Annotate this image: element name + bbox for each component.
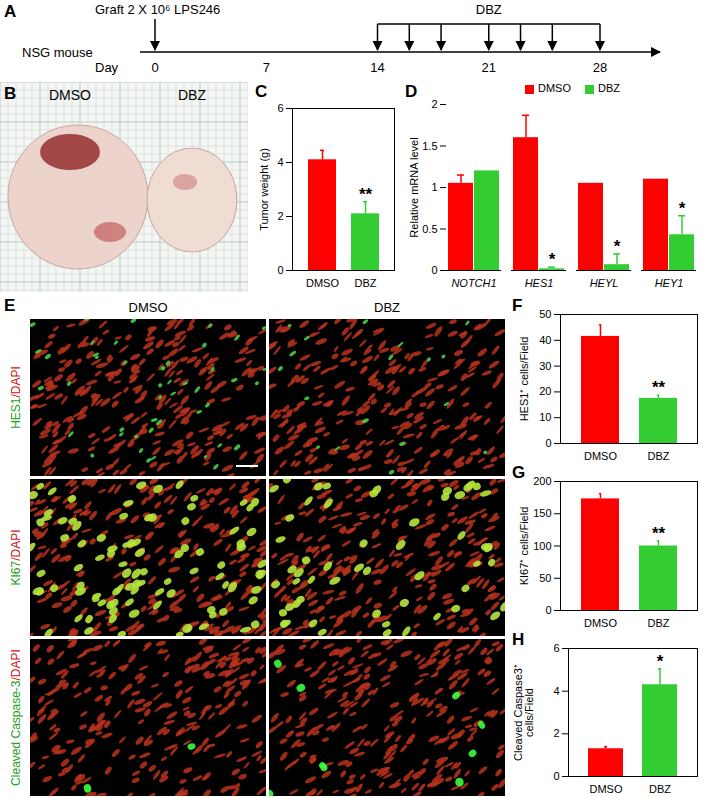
svg-text:DMSO: DMSO xyxy=(306,277,339,289)
svg-text:0: 0 xyxy=(431,264,437,276)
svg-text:4: 4 xyxy=(277,156,283,168)
svg-text:DBZ: DBZ xyxy=(178,87,206,103)
svg-text:7: 7 xyxy=(263,60,270,75)
svg-text:*: * xyxy=(679,199,686,218)
svg-text:50: 50 xyxy=(539,308,551,320)
svg-text:150: 150 xyxy=(533,507,551,519)
svg-text:20: 20 xyxy=(539,385,551,397)
svg-text:2: 2 xyxy=(431,98,437,110)
html-text:DMSO: DMSO xyxy=(538,82,571,94)
svg-text:6: 6 xyxy=(553,642,559,654)
svg-text:DBZ: DBZ xyxy=(476,2,502,17)
svg-text:Relative mRNA level: Relative mRNA level xyxy=(408,137,420,237)
svg-text:21: 21 xyxy=(482,60,496,75)
svg-text:DMSO: DMSO xyxy=(590,783,623,795)
html-text:B: B xyxy=(4,84,17,103)
svg-text:0.5: 0.5 xyxy=(422,223,437,235)
svg-text:DBZ: DBZ xyxy=(648,450,670,462)
svg-text:40: 40 xyxy=(539,334,551,346)
svg-text:HES1: HES1 xyxy=(525,277,554,289)
svg-text:14: 14 xyxy=(370,60,384,75)
svg-text:**: ** xyxy=(652,524,666,543)
svg-text:NSG mouse: NSG mouse xyxy=(22,45,93,60)
svg-text:**: ** xyxy=(652,378,666,397)
svg-text:2: 2 xyxy=(553,727,559,739)
svg-text:Tumor weight (g): Tumor weight (g) xyxy=(258,148,270,231)
svg-text:DBZ: DBZ xyxy=(355,277,377,289)
svg-text:Graft 2 X 10⁶ LPS246: Graft 2 X 10⁶ LPS246 xyxy=(95,2,220,17)
html-text:A: A xyxy=(4,2,17,21)
svg-text:DMSO: DMSO xyxy=(584,617,617,629)
svg-text:HEY1: HEY1 xyxy=(655,277,684,289)
svg-text:6: 6 xyxy=(277,102,283,114)
html-text:G: G xyxy=(512,463,526,482)
svg-text:200: 200 xyxy=(533,475,551,487)
svg-text:0: 0 xyxy=(545,604,551,616)
svg-text:1.5: 1.5 xyxy=(422,140,437,152)
svg-text:HEYL: HEYL xyxy=(590,277,619,289)
svg-text:HES1/DAPI: HES1/DAPI xyxy=(9,366,23,429)
svg-text:KI67/DAPI: KI67/DAPI xyxy=(9,529,23,585)
svg-text:10: 10 xyxy=(539,411,551,423)
svg-text:1: 1 xyxy=(431,181,437,193)
svg-text:DBZ: DBZ xyxy=(648,617,670,629)
svg-text:0: 0 xyxy=(277,264,283,276)
svg-text:0: 0 xyxy=(545,437,551,449)
svg-text:50: 50 xyxy=(539,572,551,584)
svg-text:DMSO: DMSO xyxy=(49,87,91,103)
html-text:F: F xyxy=(512,296,523,315)
html-text:DBZ: DBZ xyxy=(598,82,620,94)
svg-text:DBZ: DBZ xyxy=(374,300,400,315)
svg-text:4: 4 xyxy=(553,685,559,697)
svg-text:DBZ: DBZ xyxy=(649,783,671,795)
svg-text:*: * xyxy=(614,237,621,256)
svg-text:0: 0 xyxy=(553,770,559,782)
svg-text:NOTCH1: NOTCH1 xyxy=(451,277,496,289)
svg-text:0: 0 xyxy=(151,60,158,75)
svg-text:*: * xyxy=(549,250,556,269)
svg-text:2: 2 xyxy=(277,210,283,222)
svg-text:Cleaved Caspase-3/DAPI: Cleaved Caspase-3/DAPI xyxy=(9,649,23,786)
svg-text:DMSO: DMSO xyxy=(584,450,617,462)
svg-text:**: ** xyxy=(359,185,373,204)
html-text:C: C xyxy=(255,82,268,101)
svg-text:*: * xyxy=(657,652,664,671)
svg-text:DMSO: DMSO xyxy=(129,300,168,315)
svg-text:30: 30 xyxy=(539,360,551,372)
svg-text:100: 100 xyxy=(533,540,551,552)
svg-text:28: 28 xyxy=(593,60,607,75)
svg-text:HES1⁺ cells/Field: HES1⁺ cells/Field xyxy=(518,337,530,422)
html-text:D: D xyxy=(405,82,418,101)
svg-text:Day: Day xyxy=(95,60,119,75)
svg-text:KI67⁺ cells/Field: KI67⁺ cells/Field xyxy=(518,507,530,586)
html-text:H: H xyxy=(512,630,525,649)
html-text:E: E xyxy=(4,296,16,315)
svg-text:Cleaved Caspase3⁺cells/Field: Cleaved Caspase3⁺cells/Field xyxy=(512,664,535,761)
